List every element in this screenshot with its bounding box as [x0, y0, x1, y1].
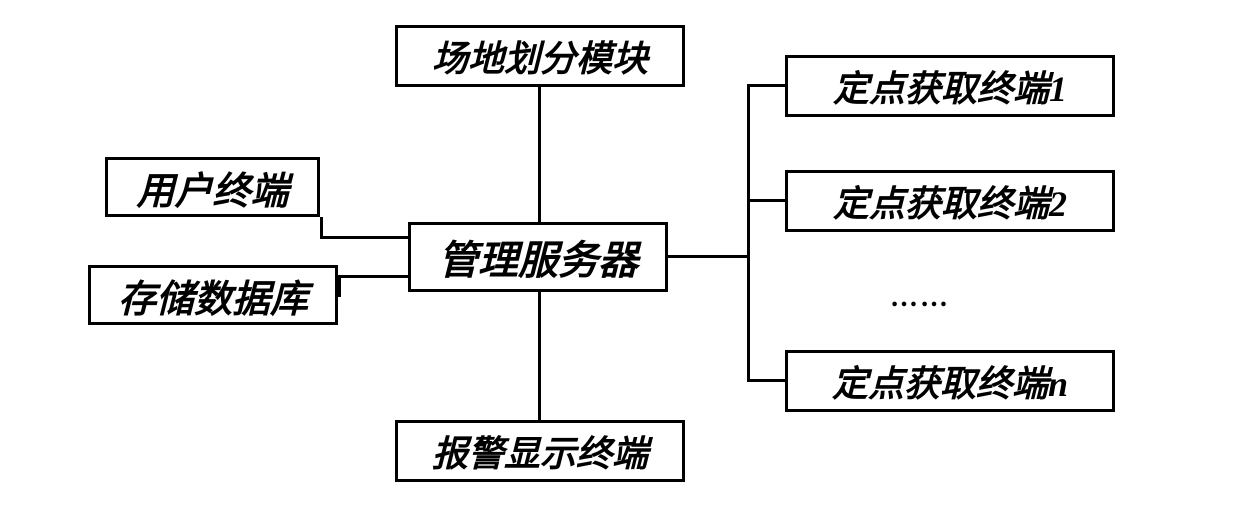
edge-left2-h	[338, 275, 408, 278]
node-user-terminal: 用户终端	[105, 157, 320, 217]
node-label: 报警显示终端	[432, 425, 648, 477]
edge-bus-r1	[747, 84, 785, 87]
node-terminal-2: 定点获取终端2	[785, 170, 1115, 232]
node-label: 定点获取终端2	[833, 175, 1067, 227]
node-alarm-display: 报警显示终端	[395, 420, 685, 482]
edge-bus-vertical	[747, 84, 750, 382]
edge-bus-r2	[747, 199, 785, 202]
node-label: 场地划分模块	[432, 30, 648, 82]
node-terminal-1: 定点获取终端1	[785, 55, 1115, 117]
node-management-server: 管理服务器	[408, 222, 668, 292]
node-storage-db: 存储数据库	[88, 265, 338, 325]
edge-center-bus	[668, 255, 750, 258]
node-label: 定点获取终端n	[832, 355, 1068, 407]
edge-center-bottom	[538, 292, 541, 420]
node-label: 定点获取终端1	[833, 60, 1067, 112]
ellipsis-label: ……	[890, 282, 950, 314]
node-site-division: 场地划分模块	[395, 25, 685, 87]
node-label: 存储数据库	[118, 268, 308, 323]
node-terminal-n: 定点获取终端n	[785, 350, 1115, 412]
node-label: 管理服务器	[438, 228, 638, 286]
node-label: 用户终端	[136, 160, 288, 215]
edge-left1-h	[320, 236, 408, 239]
ellipsis-text: ……	[890, 282, 950, 313]
edge-left2-v	[338, 275, 341, 297]
edge-top-center	[538, 87, 541, 222]
edge-bus-rn	[747, 379, 785, 382]
edge-left1-v	[320, 217, 323, 239]
